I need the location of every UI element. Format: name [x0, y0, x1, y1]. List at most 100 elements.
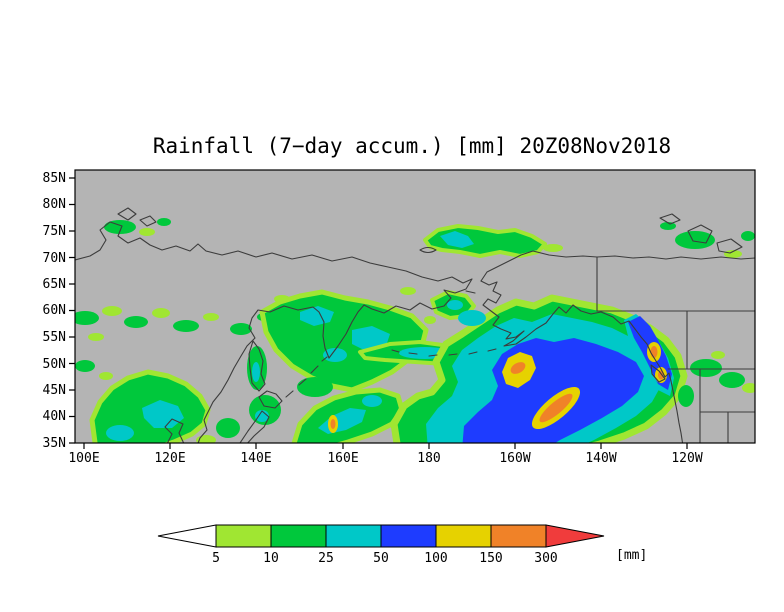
y-tick-label: 45N — [43, 383, 66, 398]
colorbar-segment — [325, 524, 382, 548]
coastline-vancouver-island — [650, 364, 666, 383]
colorbar: 5 10 25 50 100 150 300 [mm] — [157, 524, 647, 566]
rain-contour-orange — [330, 419, 336, 429]
x-axis-labels: 100E 120E 140E 160E 180 160W 140W 120W — [68, 451, 702, 466]
colorbar-arrow-low — [157, 524, 217, 548]
coastlines — [75, 207, 755, 443]
x-tick-label: 120W — [671, 451, 702, 466]
colorbar-segment — [435, 524, 492, 548]
rain-contour-green — [75, 311, 99, 325]
coastline-sakhalin — [248, 340, 266, 392]
rain-contour-lightgreen — [139, 228, 155, 236]
coastline-hokkaido — [258, 390, 283, 409]
coastline-st-lawrence-island — [465, 290, 476, 294]
colorbar-tick-label: 150 — [479, 551, 502, 566]
rain-contour-orange — [658, 370, 664, 380]
y-tick-label: 65N — [43, 277, 66, 292]
rain-contour-cyan — [106, 425, 134, 441]
rain-contour-cyan — [252, 362, 260, 382]
colorbar-tick-label: 100 — [424, 551, 447, 566]
rain-contour-green — [75, 360, 95, 372]
rain-contour-green — [719, 372, 745, 388]
y-tick-label: 75N — [43, 224, 66, 239]
coastline-wrangel-island — [419, 246, 437, 254]
coastline-kuril-islands — [285, 356, 328, 398]
x-tick-label: 120E — [154, 451, 185, 466]
x-tick-label: 140W — [585, 451, 616, 466]
coastline-bohai — [164, 418, 185, 443]
coastline-arctic-islands — [659, 213, 743, 254]
y-tick-label: 85N — [43, 171, 66, 186]
rain-contour-green — [230, 323, 252, 335]
rain-contour-cyan — [458, 310, 486, 326]
rain-contour-green — [157, 218, 171, 226]
rain-contour-lightgreen — [742, 383, 755, 393]
x-tick-label: 180 — [417, 451, 440, 466]
x-tick-label: 160W — [499, 451, 530, 466]
x-tick-label: 160E — [327, 451, 358, 466]
rain-contour-cyan — [440, 231, 474, 248]
coastline-north-america-west — [480, 280, 684, 443]
rain-contour-lightgreen — [424, 316, 436, 324]
colorbar-tick-label: 300 — [534, 551, 557, 566]
rain-contour-cyan — [362, 395, 382, 407]
y-axis-labels: 85N 80N 75N 70N 65N 60N 55N 50N 45N 40N … — [43, 171, 66, 451]
colorbar-tick-label: 50 — [373, 551, 389, 566]
y-tick-label: 50N — [43, 357, 66, 372]
y-tick-label: 55N — [43, 330, 66, 345]
rain-contour-cyan — [447, 300, 463, 310]
rain-contour-green — [690, 359, 722, 377]
rain-contour-lightgreen — [203, 313, 219, 321]
colorbar-unit-label: [mm] — [616, 548, 647, 563]
y-tick-label: 80N — [43, 197, 66, 212]
x-axis-ticks — [83, 443, 688, 449]
rain-contour-orange — [539, 393, 573, 423]
colorbar-segment — [270, 524, 327, 548]
rain-contour-green — [675, 231, 715, 249]
rain-contour-green — [173, 320, 199, 332]
colorbar-tick-label: 10 — [263, 551, 279, 566]
rain-contour-lightgreen — [152, 308, 170, 318]
rain-contour-lightgreen — [400, 287, 416, 295]
rain-contour-green — [660, 222, 676, 230]
rain-contour-lightgreen — [102, 306, 122, 316]
rain-contour-cyan — [255, 410, 269, 422]
y-tick-label: 60N — [43, 303, 66, 318]
y-tick-label: 40N — [43, 409, 66, 424]
rain-contour-lightgreen — [274, 295, 290, 303]
colorbar-tick-label: 25 — [318, 551, 334, 566]
rain-contour-green — [104, 220, 136, 234]
x-tick-label: 140E — [240, 451, 271, 466]
rain-contour-green — [678, 385, 694, 407]
y-axis-ticks — [69, 177, 75, 444]
rain-contour-orange — [510, 362, 526, 374]
map-frame — [74, 169, 756, 444]
coastline-eurasia — [75, 221, 473, 443]
y-tick-label: 70N — [43, 251, 66, 266]
colorbar-segment — [215, 524, 272, 548]
rain-contour-green — [741, 231, 755, 241]
colorbar-segment — [490, 524, 547, 548]
colorbar-segment — [380, 524, 437, 548]
coastline-aleutian-islands — [391, 348, 497, 357]
coastline-honshu — [239, 410, 270, 443]
rain-contour-green — [124, 316, 148, 328]
political-borders — [596, 256, 755, 443]
rain-contour-green — [297, 377, 333, 397]
rain-contour-lightgreen — [711, 351, 725, 359]
rain-contour-orange — [650, 346, 658, 358]
rain-contour-lightgreen — [724, 250, 742, 258]
rain-contour-cyan — [300, 306, 334, 326]
y-tick-label: 35N — [43, 436, 66, 451]
rain-contour-green — [216, 418, 240, 438]
rain-contour-lightgreen — [99, 372, 113, 380]
rain-contour-lightgreen — [88, 333, 104, 341]
rain-shading — [75, 218, 755, 443]
coastline-severnaya-zemlya — [117, 207, 157, 227]
colorbar-arrow-high — [545, 524, 605, 548]
rain-contour-cyan — [142, 400, 184, 428]
x-tick-label: 100E — [68, 451, 99, 466]
colorbar-tick-label: 5 — [212, 551, 220, 566]
